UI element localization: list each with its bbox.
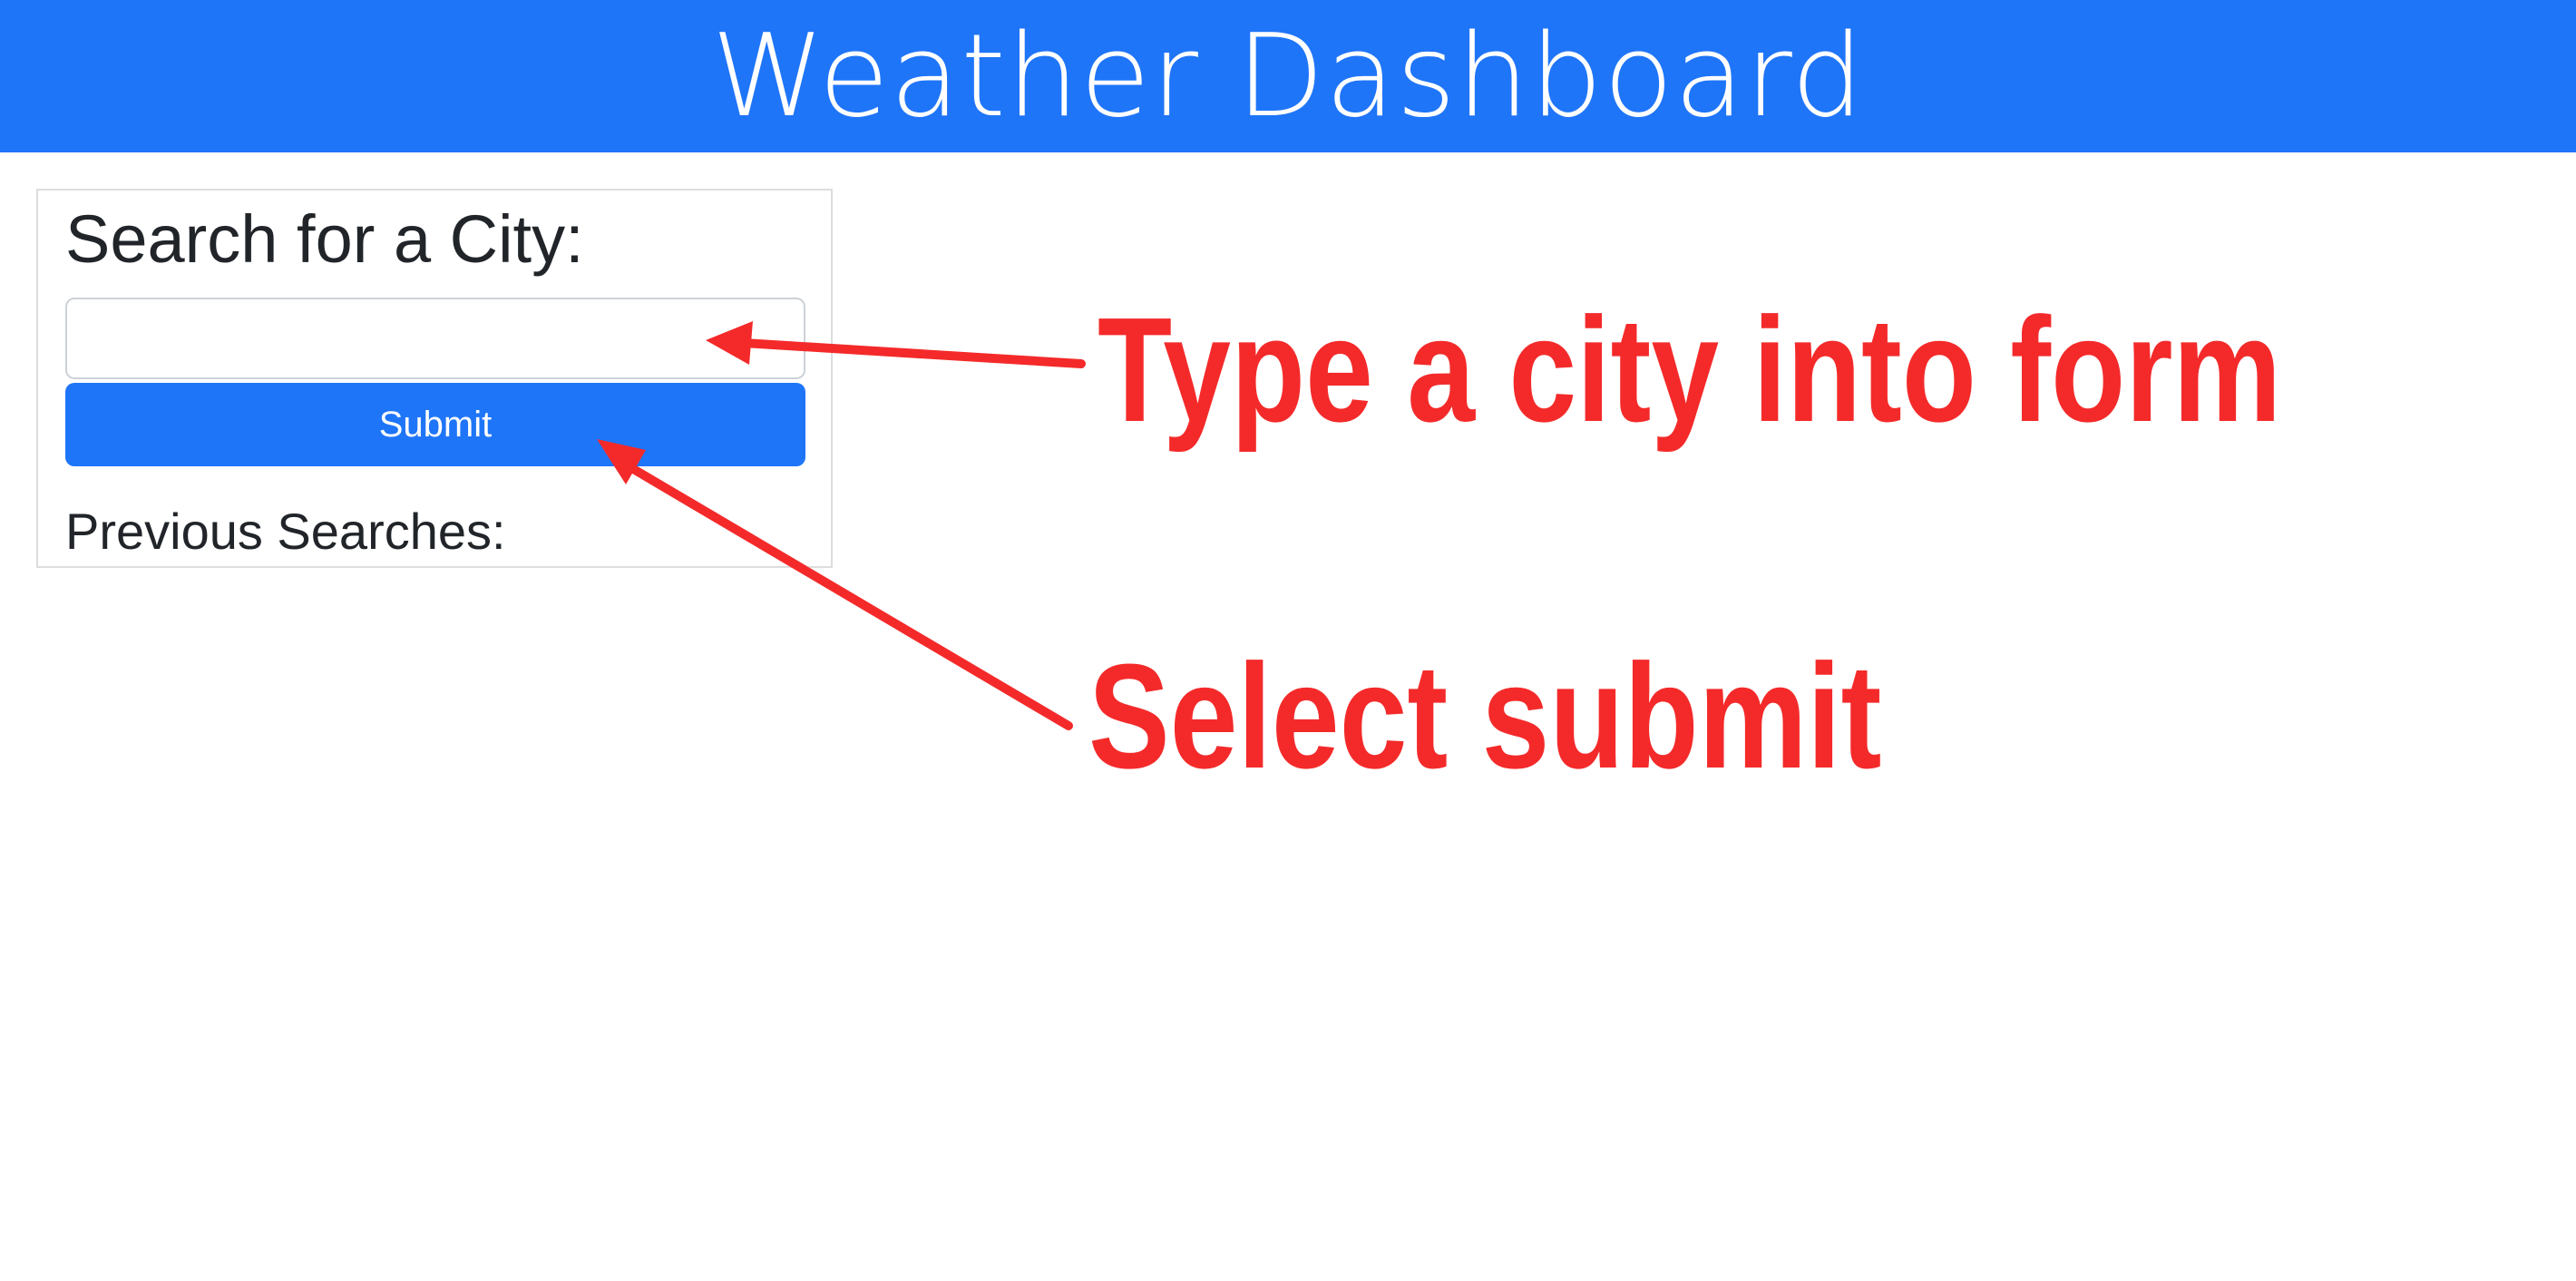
city-search-panel: Search for a City: Submit Previous Searc… [36, 189, 833, 568]
city-search-input[interactable] [65, 298, 805, 379]
previous-searches-heading: Previous Searches: [65, 503, 506, 560]
annotation-select-submit: Select submit [1088, 633, 1882, 799]
app-header: Weather Dashboard [0, 0, 2576, 152]
search-heading: Search for a City: [65, 201, 584, 277]
annotation-type-city: Type a city into form [1098, 287, 2282, 453]
submit-button[interactable]: Submit [65, 383, 805, 466]
page-title: Weather Dashboard [711, 9, 1865, 142]
